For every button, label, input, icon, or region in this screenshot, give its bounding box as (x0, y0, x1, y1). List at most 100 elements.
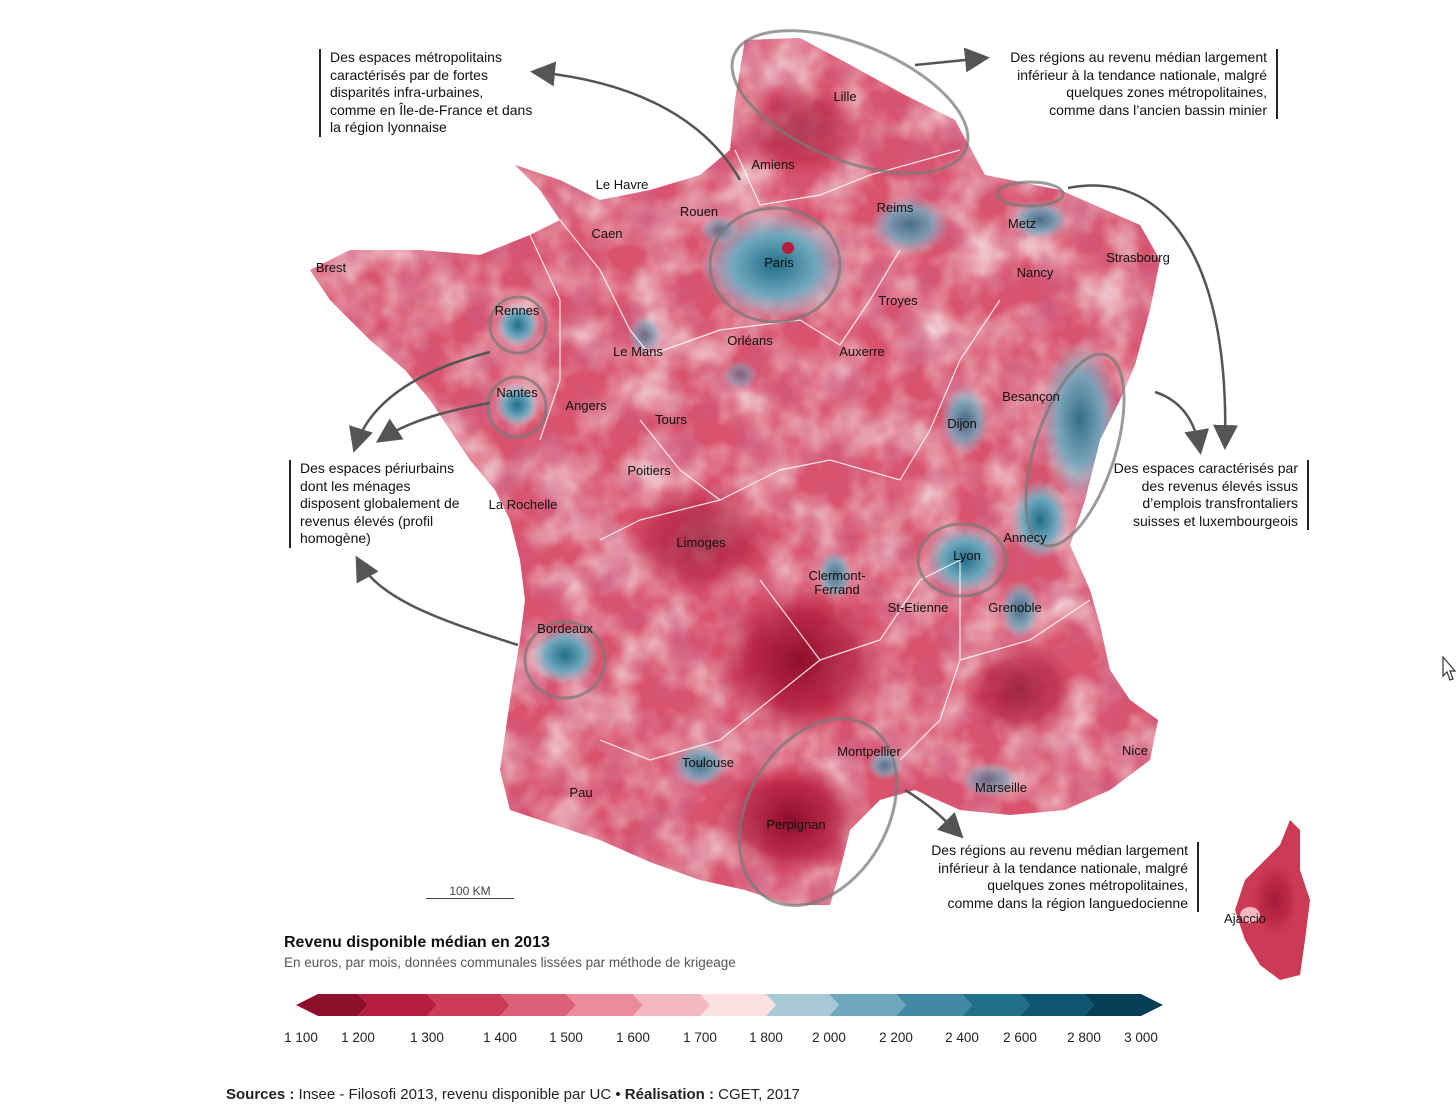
city-label-paris: Paris (764, 255, 794, 270)
legend-swatch (1084, 994, 1163, 1016)
city-label-amiens: Amiens (751, 157, 795, 172)
annotation-line: d’emplois transfrontaliers (1142, 495, 1298, 511)
annotation-crossborder: Des espaces caractérisés par des revenus … (1114, 460, 1309, 530)
city-label-metz: Metz (1007, 216, 1037, 231)
city-label-reims: Reims (876, 200, 914, 215)
city-label-pau: Pau (569, 785, 593, 800)
annotation-line: la région lyonnaise (330, 119, 447, 135)
corsica (1235, 820, 1310, 980)
city-label-strasbourg: Strasbourg (1106, 250, 1170, 265)
sources-label: Sources : (226, 1086, 295, 1103)
annotation-line: caractérisés par de fortes (330, 66, 488, 83)
city-label-annecy: Annecy (1003, 530, 1047, 545)
city-label-besancon: Besançon (1002, 389, 1060, 404)
city-label-brest: Brest (315, 260, 347, 275)
city-label-orleans: Orléans (727, 333, 773, 348)
city-label-tours: Tours (655, 412, 687, 427)
annotation-north: Des régions au revenu médian largement in… (1010, 49, 1278, 119)
annotation-line: disposent globalement de (300, 495, 460, 511)
annotation-line: homogène) (300, 530, 371, 546)
city-label-lille: Lille (833, 89, 857, 104)
city-label-la-rochelle: La Rochelle (488, 497, 558, 512)
legend-tick-label: 1 600 (616, 1030, 650, 1045)
legend-swatch (1020, 994, 1094, 1016)
annotation-periurban: Des espaces périurbains dont les ménages d… (289, 460, 460, 548)
legend-swatch (829, 994, 906, 1016)
legend-swatch (700, 994, 776, 1016)
legend-swatch (766, 994, 839, 1016)
legend-subtitle: En euros, par mois, données communales l… (284, 955, 736, 970)
annotation-line: inférieur à la tendance nationale, malgr… (1017, 66, 1267, 83)
city-label-toulouse: Toulouse (681, 755, 735, 770)
annotation-line: comme en Île-de-France et dans (330, 101, 533, 118)
annotation-line: Des espaces métropolitains (330, 49, 502, 65)
annotation-line: Des espaces périurbains (300, 460, 455, 476)
annotation-line: quelques zones métropolitaines, (987, 877, 1188, 893)
legend-swatch (566, 994, 643, 1016)
sources-text: Insee - Filosofi 2013, revenu disponible… (294, 1086, 625, 1103)
annotation-line: dont les ménages (300, 477, 411, 494)
city-label-auxerre: Auxerre (839, 344, 885, 359)
legend-swatch (896, 994, 972, 1016)
legend-swatch (296, 994, 368, 1016)
annotation-line: des revenus élevés issus (1141, 477, 1298, 494)
legend-tick-label: 1 100 (284, 1030, 318, 1045)
scale-bar: 100 KM (426, 884, 514, 899)
annotation-line: revenus élevés (profil (300, 512, 434, 529)
annotation-line: comme dans la région languedocienne (947, 894, 1189, 911)
legend-swatch (633, 994, 710, 1016)
city-label-ajaccio: Ajaccio (1224, 911, 1266, 926)
city-label-angers: Angers (565, 398, 607, 413)
legend-color-bar (296, 994, 1163, 1016)
legend-tick-label: 2 000 (812, 1030, 846, 1045)
city-label-perpignan: Perpignan (766, 817, 826, 832)
legend-tick-label: 1 500 (549, 1030, 583, 1045)
sources-line: Sources : Insee - Filosofi 2013, revenu … (226, 1086, 800, 1103)
city-label-rennes: Rennes (494, 303, 540, 318)
city-label-nancy: Nancy (1016, 265, 1054, 280)
legend-tick-label: 2 200 (879, 1030, 913, 1045)
legend-title: Revenu disponible médian en 2013 (284, 934, 550, 951)
city-label-st-etienne: St-Etienne (887, 600, 949, 615)
city-label-le-mans: Le Mans (613, 344, 663, 359)
annotation-south: Des régions au revenu médian largement in… (931, 842, 1199, 912)
credit-text: CGET, 2017 (713, 1086, 800, 1103)
city-label-marseille: Marseille (974, 780, 1028, 795)
city-label-rouen: Rouen (679, 204, 719, 219)
city-label-caen: Caen (591, 226, 623, 241)
city-label-clermont-ferrand: Clermont- Ferrand (808, 568, 866, 597)
legend-swatch (500, 994, 576, 1016)
legend-swatch (962, 994, 1030, 1016)
legend-tick-label: 2 400 (945, 1030, 979, 1045)
highlight-ovals (486, 29, 1126, 907)
city-label-montpellier: Montpellier (837, 744, 901, 759)
legend-swatch (358, 994, 437, 1016)
annotation-line: suisses et luxembourgeois (1133, 512, 1298, 529)
annotation-line: inférieur à la tendance nationale, malgr… (938, 859, 1188, 876)
annotation-line: Des espaces caractérisés par (1113, 460, 1298, 476)
city-label-nantes: Nantes (496, 385, 538, 400)
credit-label: Réalisation : (624, 1086, 714, 1103)
annotation-line: comme dans l’ancien bassin minier (1049, 101, 1267, 118)
legend-tick-label: 1 400 (483, 1030, 517, 1045)
legend-tick-label: 1 800 (749, 1030, 783, 1045)
city-label-lyon: Lyon (953, 548, 981, 563)
city-label-grenoble: Grenoble (988, 600, 1042, 615)
mouse-cursor-icon (1442, 656, 1456, 681)
legend-tick-label: 1 200 (341, 1030, 375, 1045)
city-label-nice: Nice (1121, 743, 1149, 758)
city-label-le-havre: Le Havre (595, 177, 649, 192)
city-label-dijon: Dijon (947, 416, 977, 431)
legend-swatch (427, 994, 510, 1016)
city-label-bordeaux: Bordeaux (537, 621, 593, 636)
annotation-line: Des régions au revenu médian largement (1010, 49, 1267, 65)
legend-tick-label: 2 800 (1067, 1030, 1101, 1045)
legend-tick-label: 2 600 (1003, 1030, 1037, 1045)
legend-tick-label: 3 000 (1124, 1030, 1158, 1045)
city-label-limoges: Limoges (676, 535, 726, 550)
annotation-line: quelques zones métropolitaines, (1066, 84, 1267, 100)
city-label-troyes: Troyes (878, 293, 918, 308)
legend-tick-label: 1 700 (683, 1030, 717, 1045)
annotation-metropolitan: Des espaces métropolitains caractérisés p… (319, 49, 532, 137)
